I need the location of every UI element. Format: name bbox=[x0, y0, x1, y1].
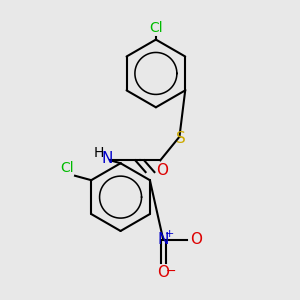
Text: +: + bbox=[165, 229, 174, 239]
Text: Cl: Cl bbox=[149, 21, 163, 35]
Text: N: N bbox=[158, 232, 169, 247]
Text: S: S bbox=[176, 131, 186, 146]
Text: O: O bbox=[190, 232, 202, 247]
Text: O: O bbox=[157, 265, 169, 280]
Text: O: O bbox=[156, 163, 168, 178]
Text: −: − bbox=[165, 265, 176, 278]
Text: Cl: Cl bbox=[61, 161, 74, 175]
Text: N: N bbox=[102, 151, 113, 166]
Text: H: H bbox=[93, 146, 104, 160]
